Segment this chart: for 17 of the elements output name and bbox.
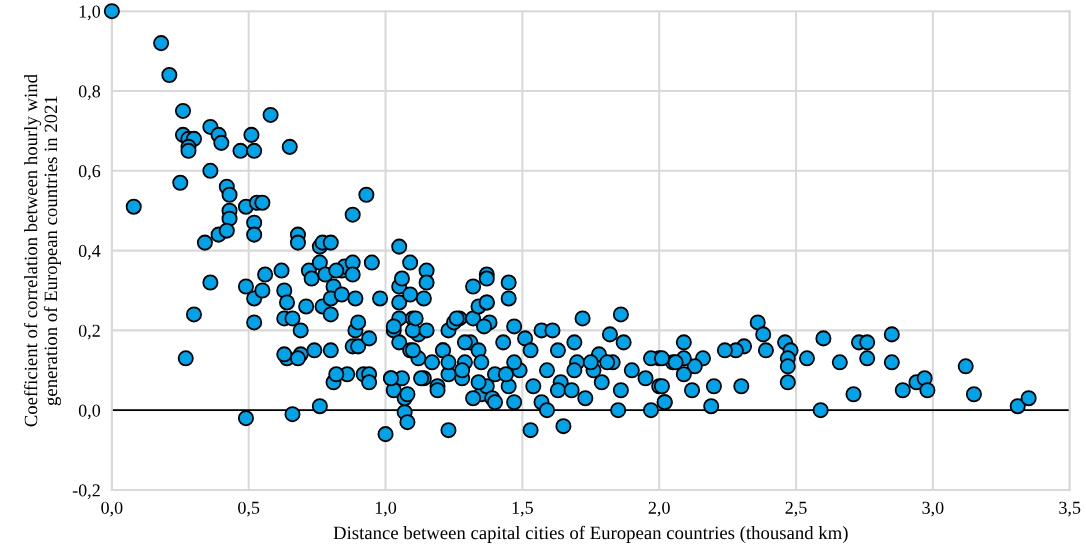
x-axis-title: Distance between capital cities of European countries (thousand km) bbox=[333, 525, 848, 544]
y-axis-title: Coefficient of correlation between hourly wind generation of European countries in 2021 bbox=[23, 74, 62, 427]
y-tick-label: 0,2 bbox=[78, 324, 100, 340]
x-tick-label: 1,0 bbox=[375, 501, 397, 517]
x-tick-label: 3,0 bbox=[922, 501, 944, 517]
y-tick-label: 0,0 bbox=[78, 404, 101, 420]
y-tick-label: 0,6 bbox=[78, 165, 101, 180]
x-tick-label: 2,5 bbox=[785, 501, 807, 517]
x-tick-label: 0,5 bbox=[238, 501, 260, 517]
y-tick-label: 1,0 bbox=[79, 5, 101, 21]
y-tick-label: -0,2 bbox=[72, 484, 100, 500]
y-tick-label: 0,4 bbox=[78, 244, 101, 260]
x-tick-label: 1,5 bbox=[512, 501, 533, 517]
x-tick-label: 0,0 bbox=[101, 501, 123, 517]
x-tick-label: 3,5 bbox=[1059, 501, 1081, 517]
y-tick-label: 0,8 bbox=[78, 85, 101, 101]
x-tick-label: 2,0 bbox=[648, 501, 670, 517]
